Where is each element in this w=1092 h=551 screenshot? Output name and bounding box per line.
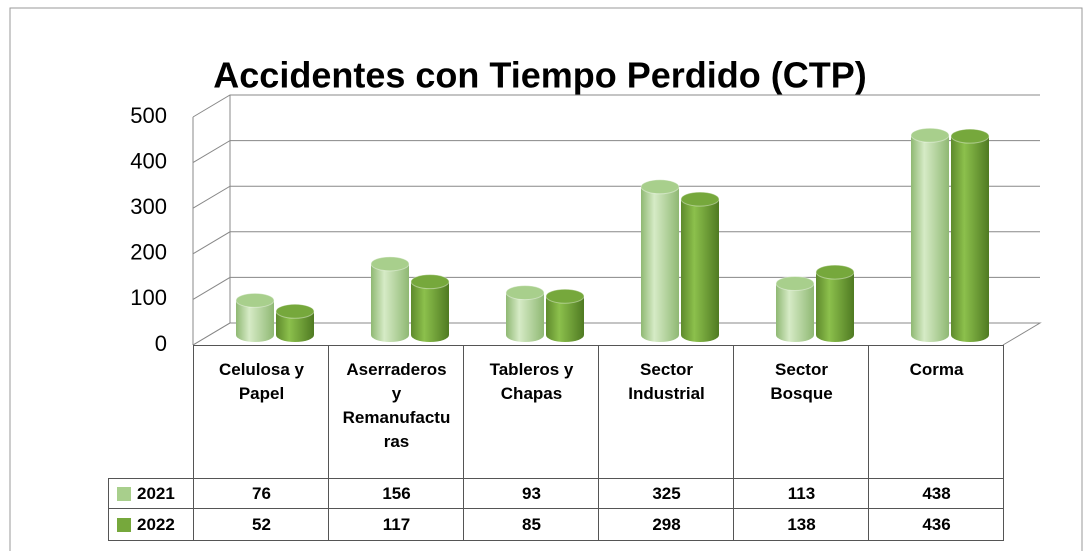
cylinder-top [235, 292, 275, 308]
grid-line [192, 276, 1040, 300]
cylinder-top [775, 275, 815, 291]
cylinder-top [815, 264, 855, 280]
table-value: 117 [328, 508, 464, 541]
category-label: Sector Bosque [733, 345, 869, 479]
legend-swatch [117, 518, 131, 532]
y-tick-label: 300 [130, 194, 167, 219]
bar [776, 283, 814, 335]
cylinder-top [370, 256, 410, 272]
grid-line [192, 140, 1040, 164]
bar [506, 292, 544, 335]
bar [911, 135, 949, 335]
cylinder-top [640, 179, 680, 195]
table-value: 138 [733, 508, 869, 541]
table-value: 156 [328, 478, 464, 509]
category-label: Tableros y Chapas [463, 345, 599, 479]
grid-line [192, 322, 1040, 346]
bar [411, 281, 449, 335]
cylinder-top [505, 285, 545, 301]
table-value: 76 [193, 478, 329, 509]
bar [371, 263, 409, 335]
legend-label: 2022 [137, 515, 175, 534]
table-value: 113 [733, 478, 869, 509]
table-value: 325 [598, 478, 734, 509]
category-label: Sector Industrial [598, 345, 734, 479]
legend-entry: 2022 [108, 508, 194, 541]
bar [951, 136, 989, 335]
grid-line [192, 94, 1040, 118]
legend-swatch [117, 487, 131, 501]
y-tick-label: 100 [130, 285, 167, 310]
grid-line [192, 185, 1040, 209]
legend-entry: 2021 [108, 478, 194, 509]
table-value: 93 [463, 478, 599, 509]
cylinder-top [545, 288, 585, 304]
table-border [1003, 345, 1004, 541]
y-tick-label: 400 [130, 148, 167, 173]
table-border [108, 540, 1004, 541]
category-label: Celulosa y Papel [193, 345, 329, 479]
y-tick-label: 500 [130, 103, 167, 128]
bar [816, 272, 854, 335]
chart-title: Accidentes con Tiempo Perdido (CTP) [213, 55, 866, 96]
cylinder-top [950, 128, 990, 144]
cylinder-top [275, 303, 315, 319]
bar [641, 186, 679, 335]
y-tick-label: 200 [130, 240, 167, 265]
grid-line [192, 231, 1040, 255]
cylinder-top [680, 191, 720, 207]
cylinder-top [410, 274, 450, 290]
chart-border [9, 7, 1083, 551]
table-value: 438 [868, 478, 1004, 509]
table-value: 298 [598, 508, 734, 541]
category-label: Corma [868, 345, 1004, 479]
bar [681, 199, 719, 335]
legend-label: 2021 [137, 484, 175, 503]
table-value: 52 [193, 508, 329, 541]
table-value: 85 [463, 508, 599, 541]
category-label: Aserraderos y Remanufacturas [328, 345, 464, 479]
table-value: 436 [868, 508, 1004, 541]
cylinder-top [910, 127, 950, 143]
y-tick-label: 0 [155, 331, 167, 356]
